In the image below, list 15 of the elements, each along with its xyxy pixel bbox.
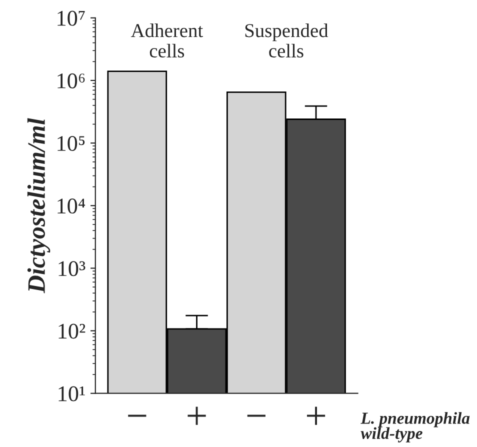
x-tick-label: − (128, 414, 146, 417)
y-tick-label: 10² (58, 324, 86, 339)
text: L. pneumophila wild-type (360, 412, 470, 442)
y-tick-label: 10³ (58, 261, 86, 276)
y-axis-title: Dictyostelium/ml (27, 118, 50, 294)
y-tick-label: 10¹ (58, 386, 85, 402)
annotation: Adherent cells (130, 24, 204, 58)
y-tick-label: 10⁴ (58, 198, 86, 214)
x-tick-label: − (247, 414, 266, 417)
y-tick-label: 10⁶ (58, 73, 85, 88)
y-tick-label: 10⁵ (58, 136, 85, 151)
x-tick-label: + (306, 406, 326, 425)
x-tick-label: + (188, 406, 206, 425)
annotation: Suspended cells (245, 24, 328, 58)
y-tick-label: 10⁷ (58, 10, 85, 26)
